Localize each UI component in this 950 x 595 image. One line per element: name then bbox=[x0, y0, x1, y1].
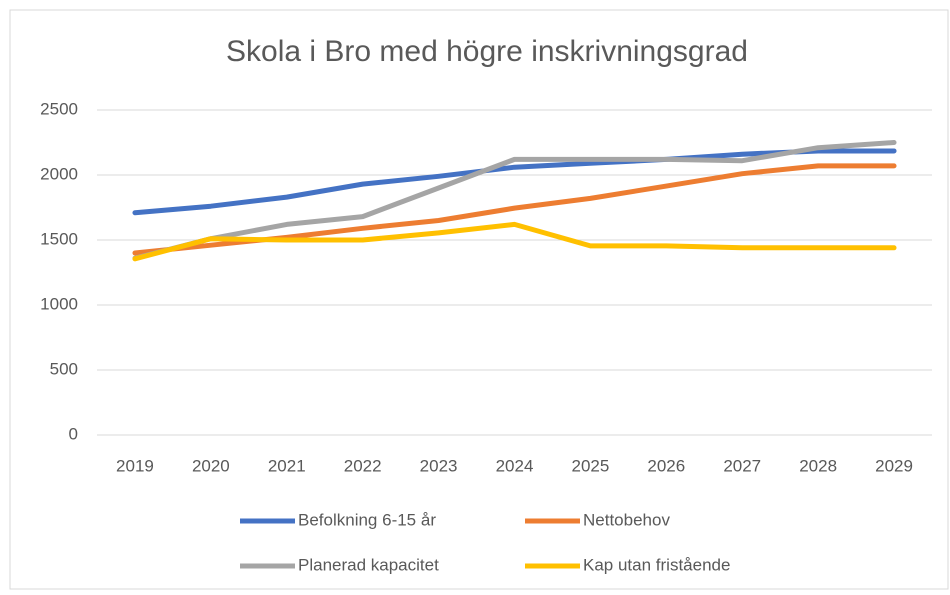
legend-label: Nettobehov bbox=[583, 510, 670, 529]
x-tick-label: 2020 bbox=[192, 456, 230, 475]
x-tick-label: 2024 bbox=[496, 456, 534, 475]
chart-title: Skola i Bro med högre inskrivningsgrad bbox=[226, 35, 748, 68]
y-tick-label: 1000 bbox=[40, 294, 78, 313]
x-tick-label: 2027 bbox=[723, 456, 761, 475]
y-tick-label: 2000 bbox=[40, 164, 78, 183]
chart-frame bbox=[9, 9, 949, 590]
x-tick-label: 2029 bbox=[875, 456, 913, 475]
x-tick-label: 2026 bbox=[647, 456, 685, 475]
y-tick-label: 500 bbox=[50, 359, 78, 378]
x-tick-label: 2023 bbox=[420, 456, 458, 475]
series-line bbox=[132, 221, 897, 262]
x-tick-label: 2021 bbox=[268, 456, 306, 475]
series-line bbox=[132, 148, 897, 216]
x-tick-label: 2025 bbox=[571, 456, 609, 475]
y-tick-label: 0 bbox=[69, 424, 78, 443]
y-tick-label: 2500 bbox=[40, 99, 78, 118]
legend-label: Planerad kapacitet bbox=[298, 555, 439, 574]
x-tick-label: 2019 bbox=[116, 456, 154, 475]
x-tick-label: 2022 bbox=[344, 456, 382, 475]
legend-label: Kap utan fristående bbox=[583, 555, 730, 574]
legend-label: Befolkning 6-15 år bbox=[298, 510, 436, 529]
y-tick-label: 1500 bbox=[40, 229, 78, 248]
x-tick-label: 2028 bbox=[799, 456, 837, 475]
series-line bbox=[132, 140, 897, 261]
